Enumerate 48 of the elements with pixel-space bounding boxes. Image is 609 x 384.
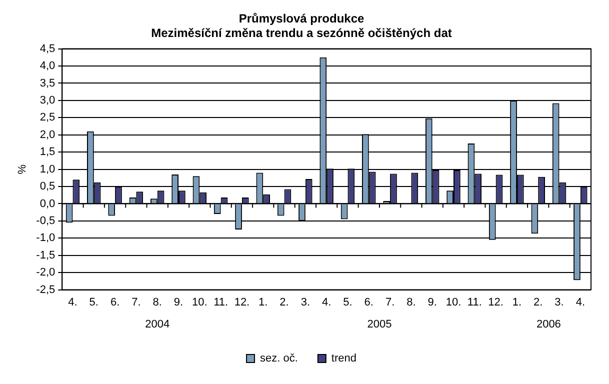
chart-title: Průmyslová produkce [238,12,365,26]
x-tick-label: 10. [446,296,462,308]
x-tick-label: 3. [554,296,564,308]
y-tick-label: -2,5 [36,284,56,296]
y-tick-label: 2,0 [40,128,56,141]
x-tick-label: 9. [174,296,184,308]
x-tick-label: 8. [406,296,416,308]
y-tick-label: -1,5 [36,249,56,262]
y-axis-title: % [16,164,29,174]
x-tick-label: 12. [488,296,504,308]
x-tick-label: 6. [110,296,120,308]
x-tick-label: 11. [214,296,228,308]
y-tick-label: 4,5 [40,42,56,55]
x-tick-label: 5. [89,296,98,308]
y-tick-label: -1,0 [36,232,56,244]
x-tick-label: 2. [534,296,543,308]
x-tick-label: 7. [385,296,395,308]
x-tick-label: 2. [280,296,289,308]
y-tick-label: 0,0 [40,198,56,210]
text: 2006 [536,318,561,331]
y-tick-label: 3,0 [40,94,56,106]
x-tick-label: 1. [512,296,522,308]
x-tick-label: 7. [132,296,141,308]
y-tick-label: 3,5 [40,77,56,90]
chart-subtitle: Meziměsíční změna trendu a sezónně očištěných dat [151,26,452,40]
y-tick-label: 1,5 [40,146,56,158]
text: 2004 [145,318,170,331]
y-tick-label: 4,0 [40,60,56,72]
y-tick-label: 0,5 [40,180,56,193]
x-tick-label: 5. [343,296,352,308]
x-tick-label: 10. [192,296,208,308]
x-tick-label: 4. [576,296,586,308]
y-tick-label: 1,0 [40,163,56,176]
y-tick-label: 2,5 [40,112,56,124]
x-tick-label: 4. [68,296,78,308]
text: 2005 [367,318,392,331]
y-tick-label: -0,5 [36,214,56,227]
legend-label: trend [331,352,356,365]
x-tick-label: 1. [258,296,268,308]
x-tick-label: 3. [300,296,310,308]
x-tick-label: 4. [322,296,332,308]
y-tick-label: -2,0 [36,266,56,279]
x-tick-label: 11. [467,296,482,308]
x-tick-label: 6. [364,296,374,308]
x-tick-label: 9. [428,296,437,308]
x-tick-label: 12. [234,296,250,308]
x-tick-label: 8. [152,296,162,308]
legend-label: sez. oč. [260,352,298,365]
